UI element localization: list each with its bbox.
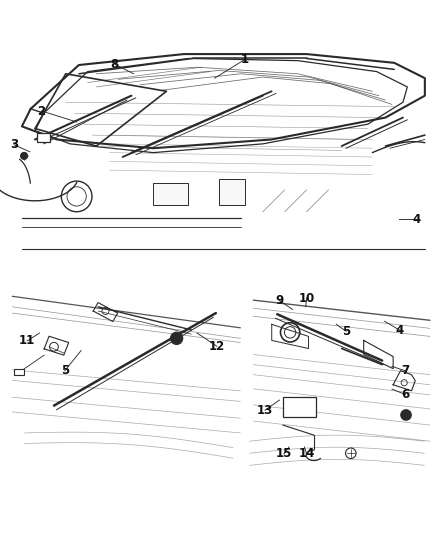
FancyBboxPatch shape — [153, 183, 188, 205]
Text: 5: 5 — [342, 325, 350, 338]
Text: 5: 5 — [61, 364, 69, 377]
Text: 4: 4 — [413, 213, 421, 225]
Text: 1: 1 — [240, 53, 248, 66]
Text: 11: 11 — [19, 335, 35, 348]
Circle shape — [21, 152, 28, 159]
FancyBboxPatch shape — [219, 179, 245, 205]
Circle shape — [170, 332, 183, 344]
Text: 15: 15 — [276, 448, 292, 461]
Text: 4: 4 — [396, 324, 403, 336]
Text: 7: 7 — [401, 364, 409, 377]
Text: 13: 13 — [257, 403, 273, 417]
FancyBboxPatch shape — [283, 397, 316, 417]
Text: 2: 2 — [38, 104, 46, 117]
FancyBboxPatch shape — [14, 369, 24, 375]
Text: 3: 3 — [10, 138, 18, 151]
Text: 8: 8 — [111, 58, 119, 71]
Text: 10: 10 — [298, 292, 315, 304]
FancyBboxPatch shape — [37, 133, 50, 142]
Text: 6: 6 — [401, 388, 409, 401]
Circle shape — [401, 410, 411, 420]
Text: 12: 12 — [208, 340, 225, 353]
Text: 9: 9 — [276, 294, 283, 307]
Text: 14: 14 — [298, 448, 315, 461]
